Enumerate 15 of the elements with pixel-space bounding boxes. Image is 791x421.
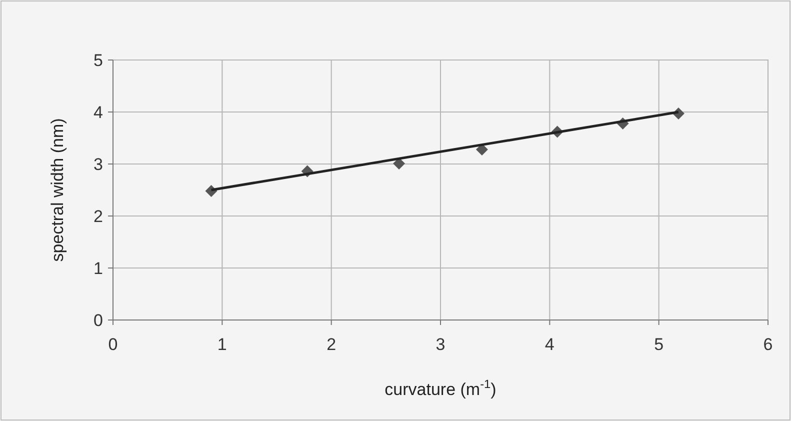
x-axis-title: curvature (m$^{-1}$) (384, 377, 496, 399)
y-tick-label: 0 (94, 310, 103, 330)
x-tick-label: 1 (217, 335, 227, 354)
y-tick-label: 5 (94, 50, 103, 70)
x-tick-label: 5 (654, 335, 664, 354)
y-tick-label: 1 (94, 258, 103, 278)
y-tick-label: 4 (94, 102, 103, 122)
y-tick-label: 2 (94, 206, 103, 226)
x-tick-label: 2 (326, 335, 336, 354)
x-tick-label: 3 (436, 335, 446, 354)
x-tick-label: 0 (108, 335, 118, 354)
y-tick-label: 3 (94, 154, 103, 174)
x-tick-label: 6 (763, 335, 773, 354)
x-tick-label: 4 (544, 335, 554, 354)
y-axis-title: spectral width (nm) (48, 118, 67, 262)
